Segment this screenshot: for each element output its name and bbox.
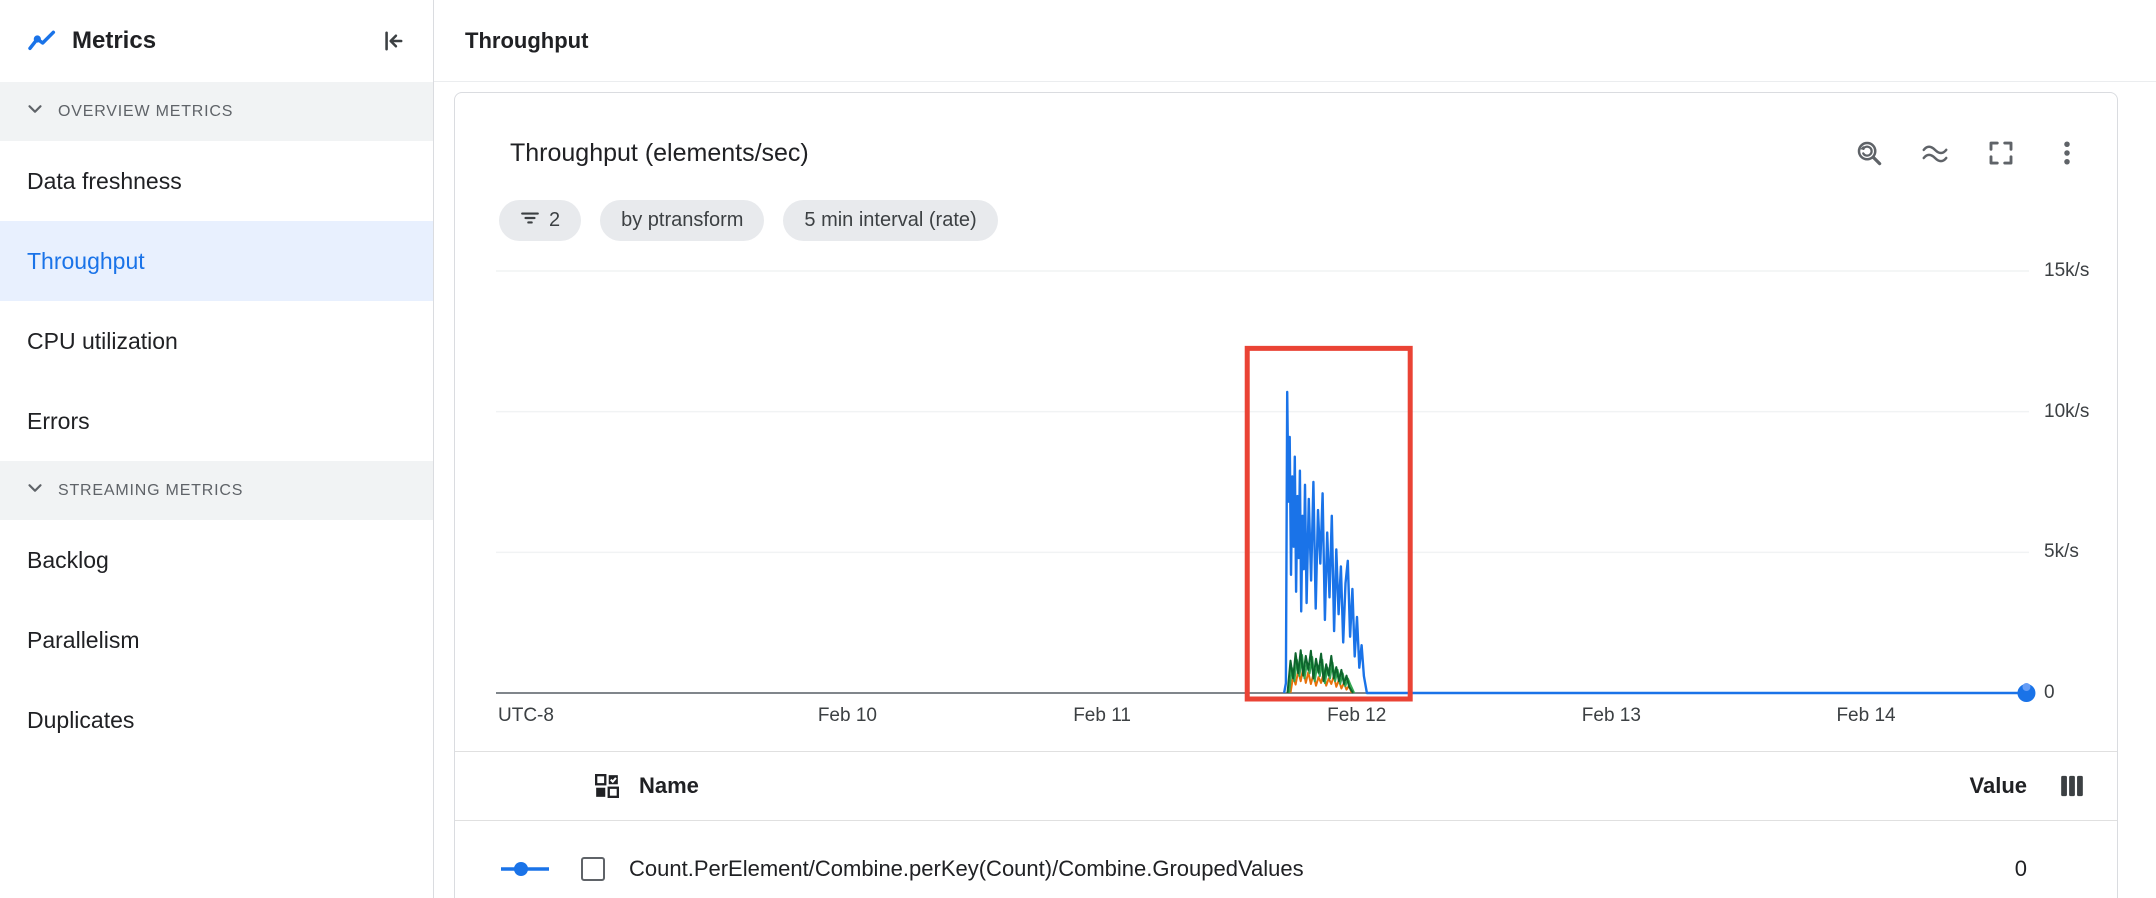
main-content: Throughput Throughput (elements/sec) bbox=[434, 0, 2156, 898]
y-axis-tick-label: 5k/s bbox=[2044, 541, 2079, 563]
more-vert-icon bbox=[2064, 141, 2070, 165]
page-title: Throughput bbox=[465, 27, 589, 53]
filter-chips: 2 by ptransform 5 min interval (rate) bbox=[499, 200, 2117, 241]
line-chart-icon bbox=[26, 25, 58, 57]
section-overview-metrics[interactable]: OVERVIEW METRICS bbox=[0, 82, 433, 141]
sidebar-item-backlog[interactable]: Backlog bbox=[0, 520, 433, 600]
sidebar-title: Metrics bbox=[72, 27, 157, 54]
filter-icon bbox=[520, 208, 540, 234]
x-axis-tick-label: Feb 13 bbox=[1581, 705, 1641, 726]
sidebar-item-parallelism[interactable]: Parallelism bbox=[0, 600, 433, 680]
y-axis-tick-label: 15k/s bbox=[2044, 260, 2090, 281]
section-label: STREAMING METRICS bbox=[58, 481, 244, 499]
sidebar-item-cpu-utilization[interactable]: CPU utilization bbox=[0, 301, 433, 381]
table-header: Name Value bbox=[455, 751, 2117, 821]
sidebar-item-label: Parallelism bbox=[27, 626, 140, 653]
chip-label: by ptransform bbox=[621, 209, 744, 231]
zoom-reset-icon bbox=[1857, 141, 1882, 166]
filter-count-chip[interactable]: 2 bbox=[499, 200, 582, 241]
row-series-legend bbox=[501, 862, 549, 876]
y-axis-tick-label: 0 bbox=[2044, 682, 2055, 703]
sidebar-item-label: CPU utilization bbox=[27, 327, 178, 354]
sidebar-item-label: Throughput bbox=[27, 247, 145, 274]
chevron-down-icon bbox=[24, 98, 46, 125]
sidebar-header: Metrics bbox=[0, 0, 433, 82]
timezone-label: UTC-8 bbox=[498, 705, 554, 726]
chip-label: 2 bbox=[549, 209, 561, 231]
sidebar-item-label: Errors bbox=[27, 407, 90, 434]
chip-label: 5 min interval (rate) bbox=[804, 209, 977, 231]
sidebar-item-label: Backlog bbox=[27, 546, 109, 573]
chart-card: Throughput (elements/sec) bbox=[454, 92, 2118, 898]
grid-select-icon bbox=[595, 774, 619, 798]
fullscreen-icon bbox=[1989, 141, 2013, 165]
line-style-button[interactable] bbox=[1915, 133, 1955, 173]
section-streaming-metrics[interactable]: STREAMING METRICS bbox=[0, 461, 433, 520]
series-checkbox[interactable] bbox=[581, 857, 605, 881]
throughput-chart-svg[interactable] bbox=[496, 259, 2036, 702]
column-settings-button[interactable] bbox=[2055, 769, 2089, 803]
waves-icon bbox=[1922, 145, 1948, 163]
x-axis-tick-label: Feb 14 bbox=[1836, 705, 1896, 726]
zoom-reset-button[interactable] bbox=[1849, 133, 1889, 173]
chart-toolbar bbox=[1849, 133, 2087, 173]
x-axis-tick-label: Feb 10 bbox=[817, 705, 877, 726]
sidebar-item-data-freshness[interactable]: Data freshness bbox=[0, 141, 433, 221]
x-axis-tick-label: Feb 12 bbox=[1327, 705, 1387, 726]
series-table: Name Value bbox=[455, 751, 2117, 898]
sidebar-item-label: Data freshness bbox=[27, 167, 182, 194]
columns-icon bbox=[2061, 775, 2083, 797]
x-axis-tick-label: Feb 11 bbox=[1073, 705, 1131, 726]
series-name: Count.PerElement/Combine.perKey(Count)/C… bbox=[629, 856, 1304, 881]
value-column-header: Value bbox=[1969, 773, 2027, 798]
series-value: 0 bbox=[2014, 856, 2027, 881]
section-label: OVERVIEW METRICS bbox=[58, 102, 234, 120]
collapse-sidebar-button[interactable] bbox=[375, 23, 411, 59]
fullscreen-button[interactable] bbox=[1981, 133, 2021, 173]
y-axis-labels: 0 5k/s 10k/s 15k/s bbox=[2044, 259, 2134, 703]
chevron-down-icon bbox=[24, 477, 46, 504]
more-options-button[interactable] bbox=[2047, 133, 2087, 173]
sidebar: Metrics OVERVIEW METRICS Data freshness … bbox=[0, 0, 434, 898]
x-axis-labels: UTC-8 Feb 10 Feb 11 Feb 12 Feb 13 Feb 14 bbox=[496, 695, 2029, 735]
interval-chip[interactable]: 5 min interval (rate) bbox=[783, 200, 998, 241]
group-by-chip[interactable]: by ptransform bbox=[600, 200, 765, 241]
sidebar-item-duplicates[interactable]: Duplicates bbox=[0, 680, 433, 760]
select-all-button[interactable] bbox=[592, 771, 622, 801]
sidebar-item-errors[interactable]: Errors bbox=[0, 381, 433, 461]
throughput-chart: 0 5k/s 10k/s 15k/s UTC-8 Feb 10 Feb 11 Feb 12 F… bbox=[496, 259, 2089, 735]
page-header: Throughput bbox=[434, 0, 2156, 82]
chart-title: Throughput (elements/sec) bbox=[510, 138, 809, 167]
table-row[interactable]: Count.PerElement/Combine.perKey(Count)/C… bbox=[455, 821, 2117, 898]
sidebar-item-throughput[interactable]: Throughput bbox=[0, 221, 433, 301]
name-column-header: Name bbox=[639, 773, 699, 798]
y-axis-tick-label: 10k/s bbox=[2044, 400, 2090, 422]
sidebar-item-label: Duplicates bbox=[27, 706, 135, 733]
